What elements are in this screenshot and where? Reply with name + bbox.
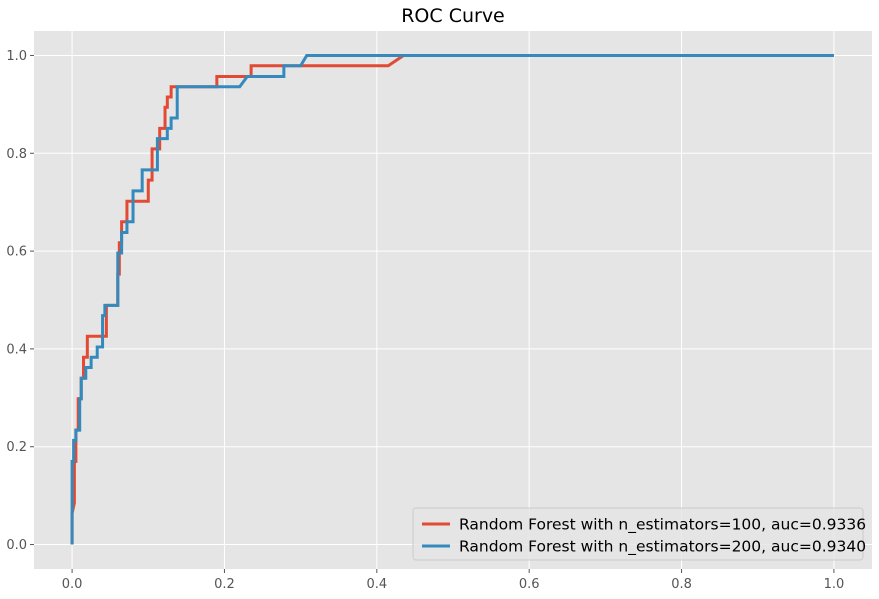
plot-area [34,31,872,569]
legend-label: Random Forest with n_estimators=200, auc… [459,538,866,557]
y-tick-label: 0.2 [6,440,27,455]
series-lines [70,53,834,545]
x-tick-label: 0.2 [214,577,235,592]
roc-line-series-2 [70,53,834,545]
y-tick-label: 0.6 [6,245,27,260]
x-tick-label: 0.0 [62,577,83,592]
y-tick-label: 0.8 [6,147,27,162]
y-tick-label: 0.0 [6,538,27,553]
tick-labels: 0.0 0.2 0.4 0.6 0.8 1.0 0.0 0.2 0.4 0.6 0.8 1.0 [6,49,844,592]
y-tick-label: 1.0 [6,49,27,64]
legend-label: Random Forest with n_estimators=100, auc… [459,516,866,535]
y-tick-label: 0.4 [6,342,27,357]
legend-box [412,507,864,561]
x-tick-label: 1.0 [824,577,845,592]
x-tick-label: 0.8 [671,577,692,592]
x-tick-label: 0.6 [519,577,540,592]
x-tick-label: 0.4 [366,577,387,592]
chart-title: ROC Curve [401,5,505,27]
grid-lines [34,31,872,569]
legend: Random Forest with n_estimators=100, auc… [412,507,866,561]
